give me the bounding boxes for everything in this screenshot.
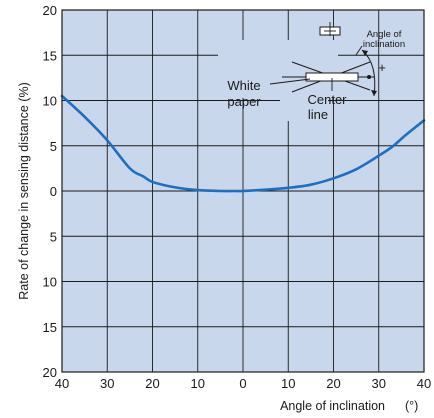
- white-paper-label: White: [227, 78, 260, 93]
- x-tick-label: 0: [239, 376, 246, 391]
- y-axis-title: Rate of change in sensing distance (%): [17, 82, 31, 300]
- x-axis-title: Angle of inclination: [280, 399, 385, 413]
- x-tick-label: 10: [191, 376, 205, 391]
- inset-mask: [280, 87, 328, 121]
- angle-label: inclination: [363, 39, 405, 50]
- y-tick-label: 0: [50, 184, 57, 199]
- series-line: [60, 94, 426, 193]
- y-tick-label: 10: [43, 275, 57, 290]
- y-tick-label: 15: [43, 48, 57, 63]
- white-paper-label: paper: [227, 94, 261, 109]
- center-line-label: line: [308, 107, 328, 122]
- plus-sign: +: [378, 60, 386, 75]
- y-tick-label: 20: [43, 365, 57, 380]
- arrow-head-icon: [371, 90, 377, 96]
- x-tick-label: 30: [100, 376, 114, 391]
- x-tick-label: 20: [326, 376, 340, 391]
- white-paper-leader: [269, 78, 311, 85]
- x-tick-label: 40: [417, 376, 431, 391]
- x-tick-label: 20: [145, 376, 159, 391]
- y-tick-label: 20: [43, 3, 57, 18]
- center-line-label: Center: [307, 92, 347, 107]
- x-axis-unit: (°): [405, 399, 418, 413]
- angle-label-leader: [355, 45, 363, 56]
- y-tick-label: 10: [43, 94, 57, 109]
- y-tick-label: 5: [50, 229, 57, 244]
- x-tick-label: 10: [281, 376, 295, 391]
- y-tick-label: 15: [43, 320, 57, 335]
- plot-frame: [61, 9, 425, 373]
- pivot-dot: [367, 75, 371, 79]
- x-tick-label: 40: [55, 376, 69, 391]
- y-tick-label: 5: [50, 139, 57, 154]
- arrow-head-icon: [362, 50, 368, 56]
- x-tick-label: 30: [372, 376, 386, 391]
- angle-label: Angle of: [367, 29, 402, 40]
